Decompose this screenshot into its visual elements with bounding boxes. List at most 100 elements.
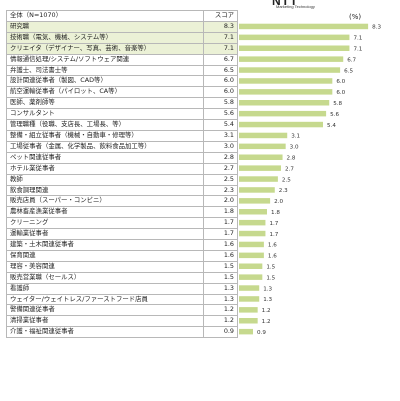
data-label: 5.8	[333, 101, 342, 107]
score-value: 0.9	[203, 326, 238, 339]
category-label: ウェイター/ウェイトレス/ファーストフード店員	[6, 293, 204, 306]
category-label: 販売店員（スーパー・コンビニ）	[6, 195, 204, 208]
bar	[239, 110, 327, 117]
data-label: 1.5	[266, 275, 275, 281]
data-label: 2.5	[282, 177, 291, 183]
category-label: 医師、薬剤師等	[6, 97, 204, 110]
score-value: 3.1	[203, 129, 238, 142]
category-label: 飲食調理関連	[6, 184, 204, 197]
category-label: 工場従事者（金属、化学製品、飲料食品加工等）	[6, 140, 204, 153]
data-label: 7.1	[353, 47, 362, 53]
score-value: 1.3	[203, 282, 238, 295]
score-value: 2.0	[203, 195, 238, 208]
score-value: 7.1	[203, 31, 238, 44]
table-row: 教師 2.5	[6, 173, 238, 186]
score-value: 1.2	[203, 304, 238, 317]
bar	[239, 263, 263, 269]
bar	[239, 252, 264, 259]
brand-logo: NTT Marketing Technology	[272, 0, 320, 10]
score-value: 2.3	[203, 184, 238, 197]
table-row: ペット関連従事者 2.8	[6, 151, 238, 164]
score-value: 1.5	[203, 271, 238, 284]
table-row: 飲食調理関連 2.3	[6, 184, 238, 197]
data-label: 7.1	[353, 36, 362, 42]
table-row: 販売営業職（セールス） 1.5	[6, 271, 238, 284]
table-row: 医師、薬剤師等 5.8	[6, 97, 238, 110]
score-value: 7.1	[203, 42, 238, 55]
bar	[239, 318, 258, 324]
bar	[239, 328, 253, 335]
category-label: 理容・美容関連	[6, 260, 204, 273]
table-row: ホテル業従事者 2.7	[6, 162, 238, 175]
score-value: 2.7	[203, 162, 238, 175]
table-row: 保育関連 1.6	[6, 249, 238, 262]
score-value: 1.5	[203, 260, 238, 273]
table-row: 管理職種（役職、支店長、工場長、等） 5.4	[6, 119, 238, 131]
table-row: 看護師 1.3	[6, 282, 238, 295]
bar-chart: 8.3 7.1 7.1 6.7 6.5 6.0 6.0 5.8 5.6 5.4 3.1 3.0 2.8 2…	[239, 23, 381, 336]
ranking-table: 全体（N=1070） スコア 研究職 8.3 技術職（電気、機械、システム等） 7.1…	[6, 10, 238, 339]
bar	[239, 187, 275, 193]
bar	[239, 307, 258, 313]
data-label: 2.3	[279, 188, 288, 194]
category-label: ホテル業従事者	[6, 162, 204, 175]
category-label: クリエイタ（デザイナー、写真、芸術、音楽等）	[6, 42, 204, 55]
data-label: 2.8	[287, 156, 296, 162]
data-label: 1.3	[263, 286, 272, 292]
table-row: 警備関連従事者 1.2	[6, 304, 238, 317]
score-value: 5.8	[203, 97, 238, 110]
table-row: 設計関連従事者（製図、CAD等） 6.0	[6, 75, 238, 88]
data-label: 3.0	[290, 145, 299, 151]
category-label: 介護・福祉関連従事者	[6, 326, 204, 339]
data-label: 1.7	[269, 232, 278, 238]
logo-text: NTT	[272, 0, 299, 8]
category-label: 看護師	[6, 282, 204, 295]
data-label: 5.6	[330, 112, 339, 118]
category-label: 運輸業従事者	[6, 228, 204, 241]
data-label: 1.3	[263, 297, 272, 303]
bar	[239, 209, 267, 215]
bar	[239, 241, 264, 248]
bar	[239, 78, 333, 84]
score-value: 5.6	[203, 108, 238, 121]
unit-label: (%)	[349, 13, 362, 21]
data-label: 6.7	[347, 57, 356, 63]
score-value: 6.0	[203, 75, 238, 88]
bar	[239, 89, 333, 95]
table-row: 介護・福祉関連従事者 0.9	[6, 326, 238, 339]
table-row: 農林畜産漁業従事者 1.8	[6, 206, 238, 219]
category-label: 設計関連従事者（製図、CAD等）	[6, 75, 204, 88]
table-row: 運輸業従事者 1.7	[6, 228, 238, 241]
bar	[239, 296, 260, 302]
table-body: 研究職 8.3 技術職（電気、機械、システム等） 7.1 クリエイタ（デザイナー、写真、…	[6, 20, 238, 339]
score-value: 8.3	[203, 20, 238, 33]
column-header-score: スコア	[203, 10, 238, 22]
table-row: 理容・美容関連 1.5	[6, 260, 238, 273]
score-value: 1.2	[203, 315, 238, 328]
score-value: 1.3	[203, 293, 238, 306]
bar	[239, 165, 281, 171]
category-label: 管理職種（役職、支店長、工場長、等）	[6, 119, 204, 131]
data-label: 1.8	[271, 210, 280, 216]
category-label: 整備・組立従事者（機械・自動車・修理等）	[6, 129, 204, 142]
data-label: 0.9	[257, 330, 266, 336]
score-value: 2.8	[203, 151, 238, 164]
score-value: 5.4	[203, 119, 238, 131]
data-label: 2.0	[274, 199, 283, 205]
category-label: 保育関連	[6, 249, 204, 262]
data-label: 1.6	[268, 243, 277, 249]
bar	[239, 198, 271, 204]
bar	[239, 154, 283, 160]
category-label: 販売営業職（セールス）	[6, 271, 204, 284]
data-label: 6.0	[336, 90, 345, 96]
table-row: 技術職（電気、機械、システム等） 7.1	[6, 31, 238, 44]
score-value: 2.5	[203, 173, 238, 186]
bar	[239, 132, 288, 139]
bar	[239, 23, 369, 30]
data-label: 2.7	[285, 166, 294, 172]
table-row: 建築・土木関連従事者 1.6	[6, 239, 238, 251]
category-label: クリーニング	[6, 217, 204, 230]
data-label: 3.1	[291, 134, 300, 140]
category-label: 技術職（電気、機械、システム等）	[6, 31, 204, 44]
category-label: 清掃業従事者	[6, 315, 204, 328]
